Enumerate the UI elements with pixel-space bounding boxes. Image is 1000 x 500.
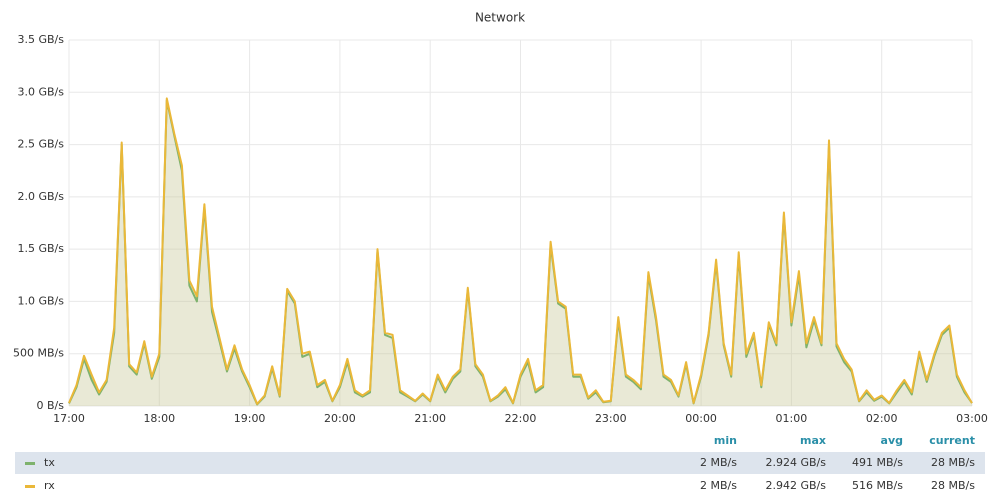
y-tick-label: 2.5 GB/s: [18, 138, 65, 151]
y-tick-label: 3.0 GB/s: [18, 85, 65, 98]
x-tick-label: 17:00: [53, 412, 85, 425]
series-area: [69, 98, 972, 407]
legend-header: min: [714, 434, 737, 447]
legend-value: 2 MB/s: [700, 479, 737, 492]
legend-value: 28 MB/s: [931, 456, 975, 469]
series-line: [68, 97, 973, 405]
x-tick-label: 20:00: [324, 412, 356, 425]
legend-swatch: [25, 485, 35, 488]
y-tick-label: 1.5 GB/s: [18, 242, 65, 255]
legend-header: max: [800, 434, 826, 447]
legend-value: 516 MB/s: [852, 479, 903, 492]
legend-swatch: [25, 462, 35, 465]
x-tick-label: 22:00: [505, 412, 537, 425]
y-tick-label: 2.0 GB/s: [18, 190, 65, 203]
legend-row-bg: [15, 452, 985, 474]
y-tick-label: 500 MB/s: [13, 347, 64, 360]
y-tick-label: 3.5 GB/s: [18, 33, 65, 46]
x-tick-label: 18:00: [143, 412, 175, 425]
y-tick-label: 1.0 GB/s: [18, 294, 65, 307]
legend-value: 28 MB/s: [931, 479, 975, 492]
legend-header: current: [929, 434, 975, 447]
legend-name: rx: [44, 479, 55, 492]
chart-title: Network: [475, 11, 525, 25]
legend-value: 2.942 GB/s: [766, 479, 827, 492]
legend-value: 2 MB/s: [700, 456, 737, 469]
x-tick-label: 19:00: [234, 412, 266, 425]
legend-header: avg: [881, 434, 903, 447]
x-tick-label: 23:00: [595, 412, 627, 425]
x-tick-label: 00:00: [685, 412, 717, 425]
x-tick-label: 02:00: [866, 412, 898, 425]
legend-value: 2.924 GB/s: [766, 456, 827, 469]
x-tick-label: 01:00: [776, 412, 808, 425]
legend-name: tx: [44, 456, 55, 469]
series-area: [69, 100, 972, 406]
x-tick-label: 03:00: [956, 412, 988, 425]
y-tick-label: 0 B/s: [37, 399, 65, 412]
x-tick-label: 21:00: [414, 412, 446, 425]
legend-value: 491 MB/s: [852, 456, 903, 469]
